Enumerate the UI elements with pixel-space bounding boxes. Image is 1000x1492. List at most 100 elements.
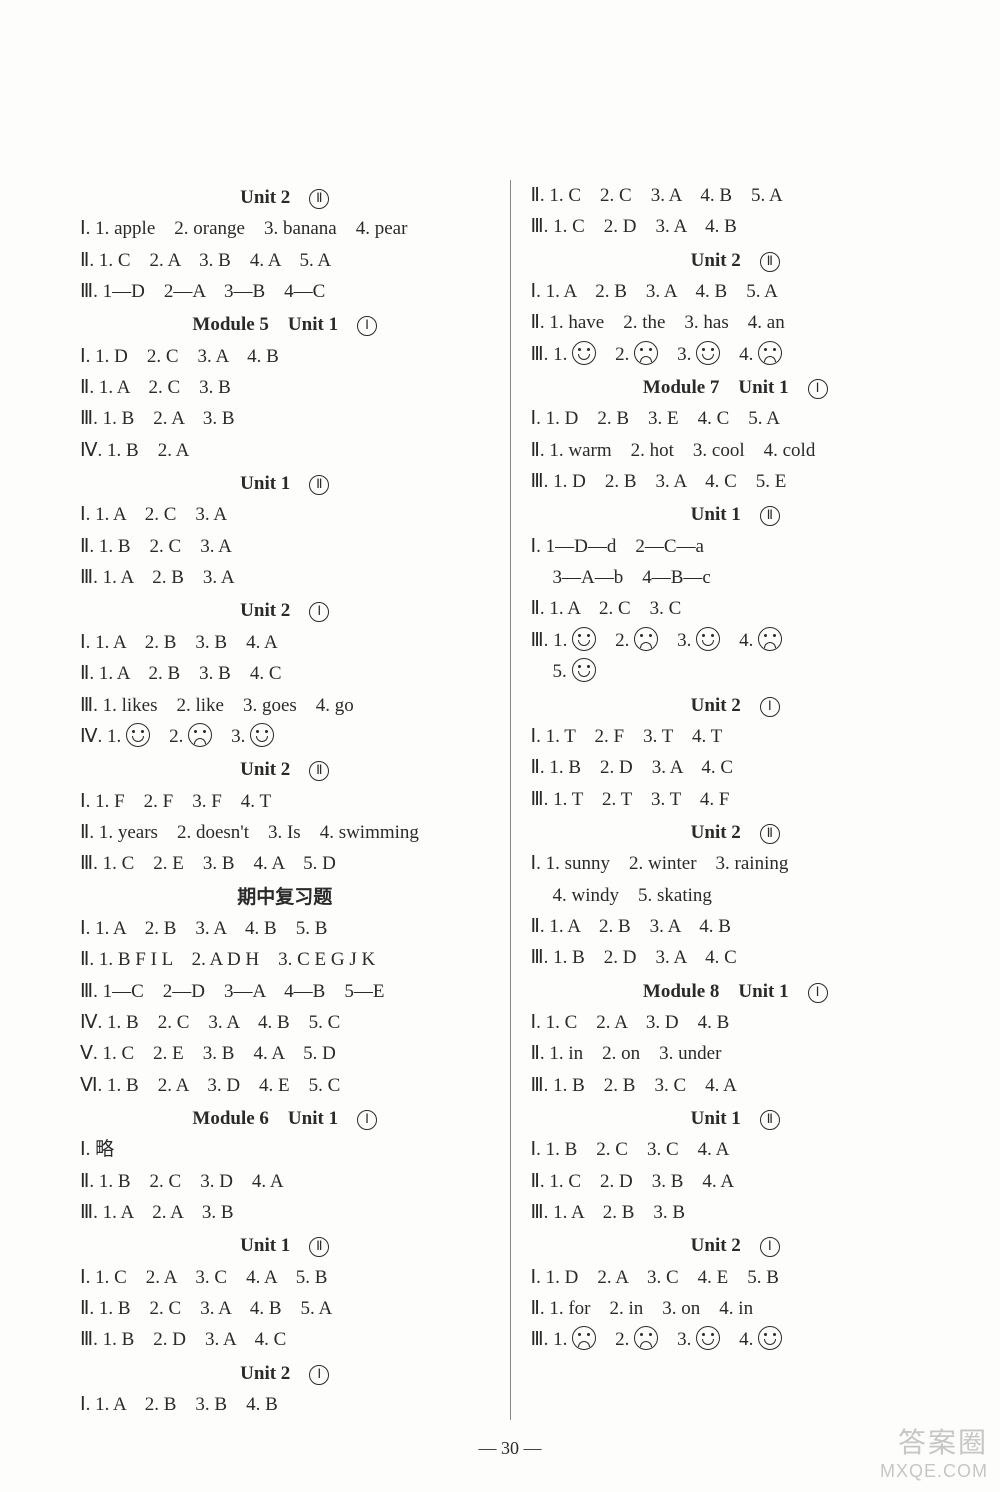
section-heading: Unit 2 Ⅱ (531, 815, 941, 848)
page: Unit 2 ⅡⅠ. 1. apple 2. orange 3. banana … (0, 0, 1000, 1492)
section-heading: Unit 2 Ⅰ (531, 688, 941, 721)
section-heading: Unit 2 Ⅱ (80, 752, 490, 785)
answer-line: 3—A—b 4—B—c (531, 562, 941, 593)
heading-text: Module 8 Unit 1 (643, 981, 789, 1002)
section-heading: Module 7 Unit 1 Ⅰ (531, 370, 941, 403)
heading-marker: Ⅰ (760, 697, 780, 717)
answer-line: Ⅰ. 1. A 2. B 3. B 4. B (80, 1389, 490, 1420)
answer-line: Ⅰ. 1. D 2. B 3. E 4. C 5. A (531, 403, 941, 434)
section-heading: Unit 1 Ⅱ (80, 1228, 490, 1261)
answer-line: Ⅱ. 1. in 2. on 3. under (531, 1038, 941, 1069)
heading-text: Unit 1 (240, 1235, 290, 1256)
answer-line: Ⅲ. 1. D 2. B 3. A 4. C 5. E (531, 466, 941, 497)
smile-icon (696, 1326, 720, 1350)
page-number: — 30 — (80, 1438, 940, 1459)
smile-icon (126, 723, 150, 747)
answer-line: Ⅵ. 1. B 2. A 3. D 4. E 5. C (80, 1070, 490, 1101)
answer-line: Ⅱ. 1. B 2. D 3. A 4. C (531, 752, 941, 783)
heading-text: Module 7 Unit 1 (643, 377, 789, 398)
answer-line: Ⅲ. 1. T 2. T 3. T 4. F (531, 784, 941, 815)
answer-line-faces: 5. (531, 656, 941, 687)
answer-line: Ⅲ. 1. C 2. E 3. B 4. A 5. D (80, 848, 490, 879)
answer-line: Ⅲ. 1—D 2—A 3—B 4—C (80, 276, 490, 307)
frown-icon (188, 723, 212, 747)
section-heading: Unit 2 Ⅰ (80, 1356, 490, 1389)
heading-text: Unit 1 (691, 504, 741, 525)
section-heading: Unit 2 Ⅱ (80, 180, 490, 213)
answer-line-faces: Ⅲ. 1. 2. 3. 4. (531, 1324, 941, 1355)
answer-line: Ⅰ. 1. D 2. C 3. A 4. B (80, 341, 490, 372)
answer-line: Ⅱ. 1. A 2. B 3. B 4. C (80, 658, 490, 689)
heading-marker: Ⅱ (309, 475, 329, 495)
answer-line: Ⅳ. 1. B 2. C 3. A 4. B 5. C (80, 1007, 490, 1038)
smile-icon (696, 627, 720, 651)
answer-line: Ⅱ. 1. B F I L 2. A D H 3. C E G J K (80, 944, 490, 975)
heading-marker: Ⅰ (760, 1237, 780, 1257)
section-heading: Module 8 Unit 1 Ⅰ (531, 974, 941, 1007)
frown-icon (758, 341, 782, 365)
heading-text: Unit 2 (691, 822, 741, 843)
heading-marker: Ⅱ (309, 189, 329, 209)
answer-line: Ⅲ. 1. B 2. D 3. A 4. C (531, 942, 941, 973)
answer-line: Ⅲ. 1. B 2. B 3. C 4. A (531, 1070, 941, 1101)
answer-line: Ⅱ. 1. A 2. C 3. B (80, 372, 490, 403)
section-heading: Unit 1 Ⅱ (80, 466, 490, 499)
right-column: Ⅱ. 1. C 2. C 3. A 4. B 5. AⅢ. 1. C 2. D … (531, 180, 941, 1420)
heading-text: Unit 2 (691, 250, 741, 271)
answer-line: Ⅰ. 1—D—d 2—C—a (531, 531, 941, 562)
answer-line: Ⅱ. 1. warm 2. hot 3. cool 4. cold (531, 435, 941, 466)
answer-line: Ⅰ. 1. B 2. C 3. C 4. A (531, 1134, 941, 1165)
answer-line: Ⅲ. 1. B 2. A 3. B (80, 403, 490, 434)
answer-line: Ⅰ. 1. C 2. A 3. D 4. B (531, 1007, 941, 1038)
section-heading: Unit 2 Ⅱ (531, 243, 941, 276)
answer-line-faces: Ⅳ. 1. 2. 3. (80, 721, 490, 752)
heading-marker: Ⅰ (309, 1365, 329, 1385)
section-heading: Unit 2 Ⅰ (80, 593, 490, 626)
answer-line: Ⅱ. 1. C 2. A 3. B 4. A 5. A (80, 245, 490, 276)
frown-icon (758, 627, 782, 651)
answer-line: Ⅰ. 1. A 2. B 3. A 4. B 5. A (531, 276, 941, 307)
heading-text: Unit 2 (240, 759, 290, 780)
smile-icon (758, 1326, 782, 1350)
frown-icon (634, 1326, 658, 1350)
heading-text: Unit 2 (691, 695, 741, 716)
frown-icon (572, 1326, 596, 1350)
heading-marker: Ⅰ (357, 316, 377, 336)
frown-icon (634, 341, 658, 365)
answer-line: Ⅱ. 1. A 2. C 3. C (531, 593, 941, 624)
answer-line: Ⅲ. 1. B 2. D 3. A 4. C (80, 1324, 490, 1355)
answer-line: Ⅱ. 1. B 2. C 3. D 4. A (80, 1166, 490, 1197)
heading-marker: Ⅰ (357, 1110, 377, 1130)
answer-line: Ⅴ. 1. C 2. E 3. B 4. A 5. D (80, 1038, 490, 1069)
answer-line: Ⅲ. 1. likes 2. like 3. goes 4. go (80, 690, 490, 721)
answer-line-faces: Ⅲ. 1. 2. 3. 4. (531, 339, 941, 370)
heading-text: Module 6 Unit 1 (192, 1108, 338, 1129)
answer-line: Ⅱ. 1. C 2. D 3. B 4. A (531, 1166, 941, 1197)
heading-marker: Ⅱ (309, 761, 329, 781)
heading-marker: Ⅰ (808, 379, 828, 399)
section-heading: Unit 2 Ⅰ (531, 1228, 941, 1261)
heading-marker: Ⅰ (309, 602, 329, 622)
answer-line: Ⅱ. 1. years 2. doesn't 3. Is 4. swimming (80, 817, 490, 848)
heading-marker: Ⅱ (760, 824, 780, 844)
answer-line: Ⅰ. 1. A 2. B 3. A 4. B 5. B (80, 913, 490, 944)
answer-line: Ⅱ. 1. B 2. C 3. A 4. B 5. A (80, 1293, 490, 1324)
heading-marker: Ⅱ (760, 252, 780, 272)
section-heading: Module 5 Unit 1 Ⅰ (80, 307, 490, 340)
answer-line: Ⅱ. 1. C 2. C 3. A 4. B 5. A (531, 180, 941, 211)
heading-text: Unit 2 (240, 187, 290, 208)
answer-line: Ⅰ. 1. D 2. A 3. C 4. E 5. B (531, 1262, 941, 1293)
smile-icon (572, 658, 596, 682)
frown-icon (634, 627, 658, 651)
section-heading: Module 6 Unit 1 Ⅰ (80, 1101, 490, 1134)
answer-line: 4. windy 5. skating (531, 880, 941, 911)
answer-line: Ⅰ. 1. A 2. B 3. B 4. A (80, 627, 490, 658)
answer-line: Ⅲ. 1—C 2—D 3—A 4—B 5—E (80, 976, 490, 1007)
heading-text: Unit 2 (240, 1363, 290, 1384)
heading-marker: Ⅱ (760, 506, 780, 526)
answer-line: Ⅰ. 1. C 2. A 3. C 4. A 5. B (80, 1262, 490, 1293)
heading-text: Unit 1 (240, 473, 290, 494)
answer-line: Ⅲ. 1. A 2. B 3. B (531, 1197, 941, 1228)
heading-marker: Ⅱ (309, 1237, 329, 1257)
answer-line-faces: Ⅲ. 1. 2. 3. 4. (531, 625, 941, 656)
